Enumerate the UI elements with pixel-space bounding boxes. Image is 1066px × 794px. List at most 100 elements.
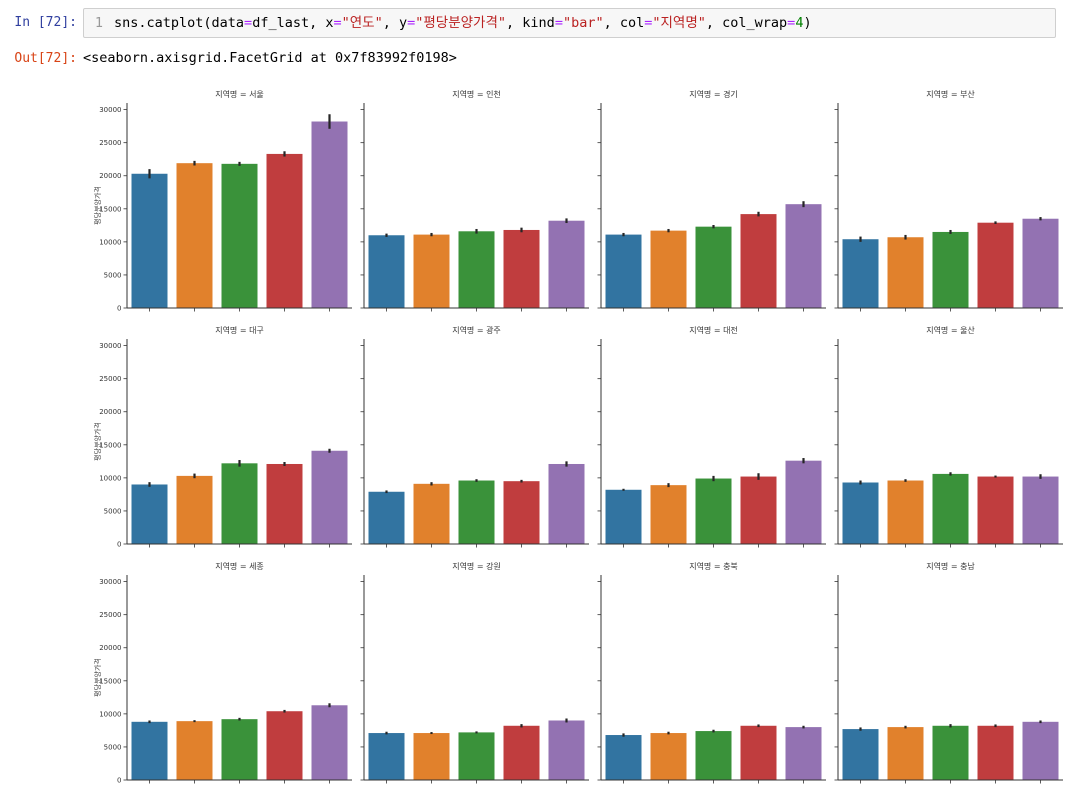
code-token: sns.catplot(data (114, 15, 245, 31)
code-token: "지역명" (652, 15, 706, 31)
bar (842, 729, 879, 780)
y-tick-label: 10000 (99, 710, 121, 718)
y-tick-label: 5000 (104, 271, 122, 279)
output-repr: <seaborn.axisgrid.FacetGrid at 0x7f83992… (83, 50, 457, 66)
y-tick-label: 5000 (104, 507, 122, 515)
bar (740, 214, 777, 308)
bar (458, 732, 495, 780)
facet-title: 지역명 = 충북 (689, 561, 738, 571)
bar (695, 731, 732, 780)
code-cell: In [72]: 1 sns.catplot(data=df_last, x="… (0, 8, 1066, 38)
y-tick-label: 20000 (99, 172, 121, 180)
bar (650, 230, 687, 308)
code-token: = (333, 15, 342, 31)
bar (932, 725, 969, 780)
bar (131, 721, 168, 780)
bar (413, 234, 450, 308)
bar (932, 231, 969, 308)
code-token: "bar" (562, 15, 604, 31)
bar (368, 235, 405, 308)
code-token: 4 (795, 15, 804, 31)
facet-title: 지역명 = 서울 (215, 89, 264, 99)
y-tick-label: 0 (117, 541, 121, 549)
bar (977, 725, 1014, 780)
facet-chart-7: 지역명 = 울산 (832, 323, 1065, 551)
bar (311, 705, 348, 780)
facet-title: 지역명 = 광주 (452, 325, 501, 335)
bar (503, 229, 540, 308)
facet-title: 지역명 = 부산 (926, 89, 975, 99)
facet-chart-11: 지역명 = 충남 (832, 559, 1065, 787)
y-tick-label: 15000 (99, 677, 121, 685)
bar (695, 226, 732, 308)
code-line[interactable]: sns.catplot(data=df_last, x="연도", y="평당분… (114, 14, 812, 32)
code-token: , kind (506, 15, 555, 31)
facet-title: 지역명 = 충남 (926, 561, 975, 571)
bar (785, 204, 822, 308)
facet-chart-5: 지역명 = 광주 (358, 323, 591, 551)
facet-chart-1: 지역명 = 인천 (358, 87, 591, 315)
bar (932, 473, 969, 544)
facet-grid: 지역명 = 서울 0 5000 10000 15000 20000 25000 30000 평당… (93, 87, 1066, 787)
bar (887, 480, 924, 544)
code-token: , col_wrap (705, 15, 788, 31)
bar (368, 491, 405, 544)
bar (131, 173, 168, 308)
facet-chart-10: 지역명 = 충북 (595, 559, 828, 787)
code-token: df_last, x (252, 15, 334, 31)
facet-chart-8: 지역명 = 세종 0 5000 10000 15000 20000 25000 30000 평당… (93, 559, 354, 787)
code-token: = (407, 15, 416, 31)
code-token: "연도" (341, 15, 383, 31)
bar (413, 733, 450, 780)
y-tick-label: 25000 (99, 139, 121, 147)
code-token: = (244, 15, 253, 31)
bar (605, 234, 642, 308)
bar (266, 153, 303, 308)
output-prompt: Out[72]: (14, 51, 77, 66)
bar (740, 725, 777, 780)
bar (176, 475, 213, 544)
bar (887, 237, 924, 308)
input-prompt: In [72]: (14, 15, 77, 30)
code-line-number: 1 (94, 15, 103, 31)
bar (311, 121, 348, 308)
facet-title: 지역명 = 강원 (452, 561, 501, 571)
bar (548, 220, 585, 308)
bar (131, 484, 168, 544)
facet-title: 지역명 = 세종 (215, 561, 264, 571)
bar (221, 163, 258, 308)
facet-chart-0: 지역명 = 서울 0 5000 10000 15000 20000 25000 30000 평당… (93, 87, 354, 315)
facet-title: 지역명 = 대구 (215, 325, 264, 335)
code-token: , y (382, 15, 408, 31)
bar (503, 481, 540, 544)
bar (887, 727, 924, 780)
facet-chart-4: 지역명 = 대구 0 5000 10000 15000 20000 25000 30000 평당… (93, 323, 354, 551)
y-tick-label: 15000 (99, 205, 121, 213)
code-input-area[interactable]: 1 sns.catplot(data=df_last, x="연도", y="평… (83, 8, 1056, 38)
y-tick-label: 5000 (104, 743, 122, 751)
code-token: = (644, 15, 653, 31)
facet-title: 지역명 = 경기 (689, 89, 738, 99)
bar (695, 478, 732, 544)
y-tick-label: 20000 (99, 408, 121, 416)
y-tick-label: 0 (117, 305, 121, 313)
bar (1022, 476, 1059, 544)
y-tick-label: 20000 (99, 644, 121, 652)
bar (785, 727, 822, 780)
facet-title: 지역명 = 대전 (689, 325, 738, 335)
y-tick-label: 25000 (99, 611, 121, 619)
bar (221, 463, 258, 544)
bar (977, 476, 1014, 544)
y-tick-label: 10000 (99, 238, 121, 246)
y-tick-label: 30000 (99, 578, 121, 586)
bar (221, 719, 258, 780)
y-tick-label: 0 (117, 777, 121, 785)
bar (266, 463, 303, 544)
y-axis-label: 평당분양가격 (93, 422, 102, 461)
bar (605, 735, 642, 780)
bar (842, 482, 879, 544)
bar (548, 463, 585, 544)
code-token: = (787, 15, 796, 31)
bar (785, 460, 822, 544)
y-tick-label: 25000 (99, 375, 121, 383)
